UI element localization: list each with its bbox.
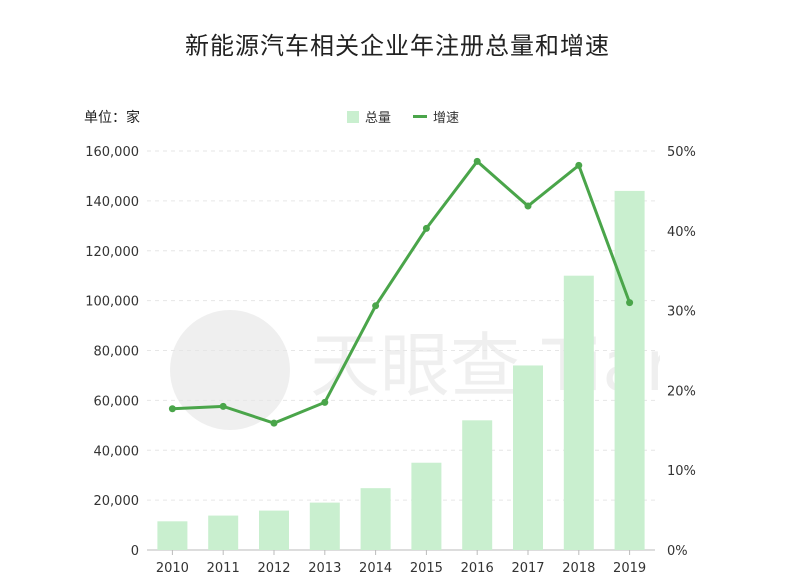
legend-line-label: 增速 bbox=[433, 111, 460, 126]
line-point bbox=[219, 402, 227, 410]
unit-label: 单位：家 bbox=[84, 110, 140, 126]
bar bbox=[513, 365, 543, 550]
y-left-tick-label: 100,000 bbox=[85, 295, 139, 310]
y-right-tick-label: 0% bbox=[667, 544, 688, 559]
bar bbox=[309, 502, 340, 550]
series-line-growth bbox=[172, 159, 632, 425]
x-tick-label: 2010 bbox=[156, 561, 189, 576]
line-point bbox=[473, 157, 481, 165]
line-point bbox=[372, 302, 380, 310]
y-right-tick-label: 50% bbox=[667, 145, 696, 160]
line-point bbox=[168, 405, 176, 413]
line-point bbox=[575, 161, 583, 169]
x-tick-label: 2017 bbox=[511, 561, 544, 576]
x-tick-label: 2019 bbox=[613, 561, 646, 576]
x-tick-label: 2016 bbox=[461, 561, 494, 576]
x-tick-label: 2014 bbox=[359, 561, 392, 576]
y-left-tick-label: 40,000 bbox=[94, 444, 140, 459]
y-left-tick-label: 0 bbox=[131, 544, 139, 559]
x-tick-label: 2013 bbox=[308, 561, 341, 576]
y-left-tick-label: 60,000 bbox=[94, 394, 140, 409]
legend: 总量 增速 bbox=[347, 107, 459, 126]
line-point bbox=[270, 419, 278, 427]
legend-bar-swatch bbox=[347, 110, 359, 123]
bar bbox=[208, 515, 239, 550]
bar bbox=[259, 510, 289, 550]
y-left-tick-label: 20,000 bbox=[94, 494, 140, 509]
y-right-tick-label: 40% bbox=[667, 225, 696, 240]
line-point bbox=[524, 202, 532, 210]
bar bbox=[411, 462, 442, 550]
line-point bbox=[626, 299, 634, 307]
legend-bar-label: 总量 bbox=[365, 111, 392, 126]
y-left-tick-label: 80,000 bbox=[94, 345, 140, 360]
x-tick-label: 2011 bbox=[207, 561, 240, 576]
y-right-tick-label: 30% bbox=[667, 305, 696, 320]
y-left-tick-label: 160,000 bbox=[85, 145, 139, 160]
y-right-tick-label: 20% bbox=[667, 384, 696, 399]
bar bbox=[614, 190, 645, 550]
bar bbox=[563, 275, 594, 550]
line-point bbox=[422, 224, 430, 232]
bar bbox=[462, 420, 493, 550]
line-point bbox=[321, 398, 329, 406]
x-tick-label: 2018 bbox=[562, 561, 595, 576]
x-tick-label: 2015 bbox=[410, 561, 443, 576]
y-right-tick-label: 10% bbox=[667, 464, 696, 479]
chart-title: 新能源汽车相关企业年注册总量和增速 bbox=[185, 32, 610, 60]
y-left-tick-label: 120,000 bbox=[85, 245, 139, 260]
bar bbox=[157, 521, 188, 550]
y-left-tick-label: 140,000 bbox=[85, 195, 139, 210]
legend-line-swatch bbox=[413, 115, 428, 118]
bar bbox=[360, 488, 391, 550]
x-tick-label: 2012 bbox=[257, 561, 290, 576]
